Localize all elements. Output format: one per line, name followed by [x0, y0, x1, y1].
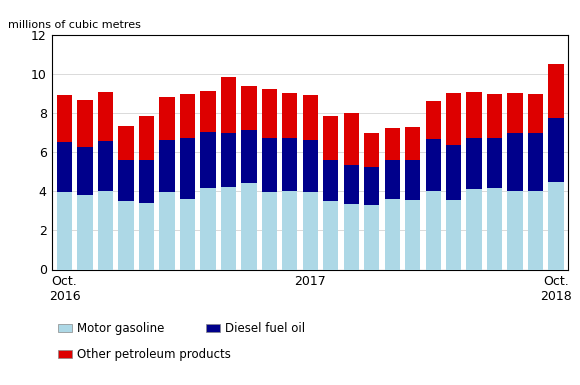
Bar	[323, 201, 339, 270]
Bar	[528, 94, 543, 132]
Bar	[200, 91, 216, 132]
Bar	[405, 160, 420, 200]
Bar	[549, 64, 564, 118]
Bar	[508, 191, 523, 270]
Bar	[528, 191, 543, 270]
Bar	[549, 182, 564, 270]
Bar	[77, 195, 93, 270]
Bar	[220, 132, 236, 187]
Bar	[77, 147, 93, 195]
Bar	[241, 183, 256, 270]
Bar	[487, 188, 502, 270]
Legend: Other petroleum products: Other petroleum products	[58, 348, 231, 361]
Bar	[57, 192, 72, 270]
Bar	[323, 160, 339, 201]
Bar	[118, 126, 133, 160]
Bar	[262, 89, 277, 138]
Bar	[98, 191, 113, 270]
Bar	[282, 191, 298, 270]
Bar	[262, 192, 277, 270]
Bar	[57, 142, 72, 192]
Bar	[405, 200, 420, 270]
Bar	[343, 113, 359, 165]
Bar	[77, 100, 93, 147]
Bar	[385, 160, 400, 199]
Bar	[385, 127, 400, 160]
Bar	[241, 130, 256, 183]
Bar	[405, 127, 420, 160]
Bar	[426, 101, 441, 139]
Bar	[180, 138, 195, 199]
Bar	[118, 160, 133, 201]
Bar	[385, 199, 400, 270]
Bar	[160, 192, 175, 270]
Bar	[549, 118, 564, 182]
Bar	[160, 97, 175, 141]
Bar	[364, 132, 379, 167]
Bar	[508, 132, 523, 191]
Bar	[466, 138, 482, 189]
Bar	[487, 138, 502, 188]
Bar	[303, 95, 318, 141]
Bar	[426, 139, 441, 191]
Bar	[466, 92, 482, 138]
Bar	[200, 188, 216, 270]
Bar	[446, 145, 461, 200]
Bar	[118, 201, 133, 270]
Bar	[160, 141, 175, 192]
Bar	[508, 94, 523, 132]
Bar	[220, 187, 236, 270]
Bar	[528, 132, 543, 191]
Bar	[364, 167, 379, 205]
Bar	[343, 204, 359, 270]
Bar	[57, 95, 72, 142]
Bar	[180, 94, 195, 138]
Bar	[139, 116, 154, 160]
Bar	[241, 85, 256, 130]
Bar	[282, 94, 298, 138]
Bar	[446, 94, 461, 145]
Bar	[303, 141, 318, 192]
Bar	[139, 160, 154, 203]
Bar	[282, 138, 298, 191]
Bar	[200, 132, 216, 188]
Bar	[364, 205, 379, 270]
Bar	[180, 199, 195, 270]
Bar	[446, 200, 461, 270]
Bar	[220, 77, 236, 132]
Bar	[98, 92, 113, 141]
Bar	[323, 116, 339, 160]
Text: millions of cubic metres: millions of cubic metres	[8, 20, 141, 30]
Bar	[98, 141, 113, 191]
Bar	[466, 189, 482, 270]
Bar	[262, 138, 277, 192]
Bar	[139, 203, 154, 270]
Bar	[303, 192, 318, 270]
Bar	[426, 191, 441, 270]
Bar	[343, 165, 359, 204]
Bar	[487, 94, 502, 138]
